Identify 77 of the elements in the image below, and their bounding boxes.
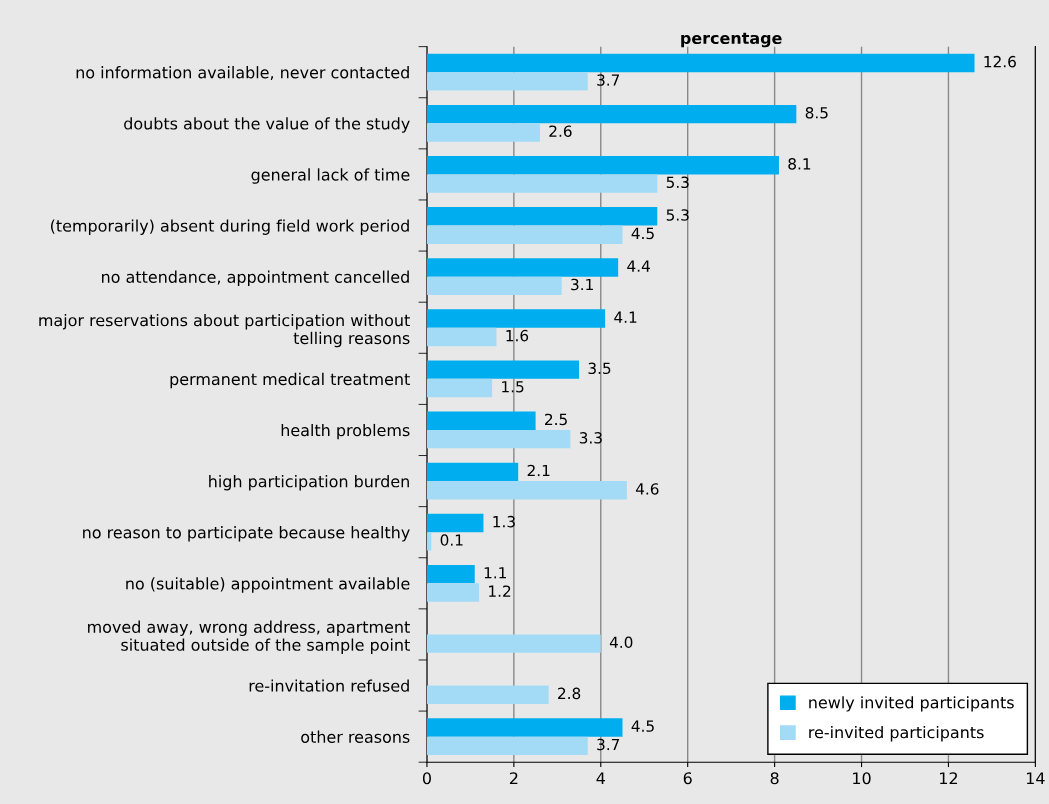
bar xyxy=(426,429,571,449)
bar xyxy=(426,481,627,500)
y-tick-label: high participation burden xyxy=(209,475,409,491)
data-label: 4.0 xyxy=(609,636,633,649)
data-label: 5.3 xyxy=(666,176,689,189)
data-label: 3.3 xyxy=(579,432,602,444)
y-tick-label: major reservations about participation without telling reasons xyxy=(39,313,410,348)
x-tick-label: 8 xyxy=(770,772,779,785)
data-label: 2.6 xyxy=(549,125,572,137)
data-label: 2.8 xyxy=(558,687,581,700)
x-tick-label: 6 xyxy=(683,772,692,785)
y-tick-label: no reason to participate because healthy xyxy=(83,526,410,542)
x-tick-label: 4 xyxy=(596,772,605,785)
x-tick-label: 14 xyxy=(1026,772,1045,785)
y-tick-label: no attendance, appointment cancelled xyxy=(102,270,409,287)
bar xyxy=(426,156,779,175)
data-label: 1.6 xyxy=(506,329,529,342)
data-label: 4.4 xyxy=(627,260,650,272)
data-label: 4.1 xyxy=(614,311,637,323)
bar xyxy=(426,736,588,756)
y-tick-label: re-invitation refused xyxy=(249,679,409,692)
bar xyxy=(426,462,519,482)
legend-label: re-invited participants xyxy=(809,725,984,742)
bar xyxy=(426,72,588,91)
bar xyxy=(426,53,975,73)
data-label: 4.6 xyxy=(635,483,659,495)
bar xyxy=(426,411,536,430)
data-label: 0.1 xyxy=(440,534,463,546)
y-tick-label: no information available, never contacted xyxy=(76,66,409,81)
y-tick-label: permanent medical treatment xyxy=(170,372,410,389)
y-tick-label: no (suitable) appointment available xyxy=(126,577,410,593)
data-label: 4.5 xyxy=(631,720,654,732)
bar xyxy=(426,174,658,193)
bar xyxy=(426,207,658,226)
bar xyxy=(426,634,601,653)
data-label: 4.5 xyxy=(631,227,654,240)
bar xyxy=(426,276,562,296)
x-axis-title: percentage xyxy=(681,32,782,48)
data-label: 3.5 xyxy=(588,362,611,375)
bar xyxy=(426,564,475,584)
bar xyxy=(426,360,580,379)
x-tick-label: 2 xyxy=(509,772,518,785)
data-label: 1.3 xyxy=(493,515,515,528)
data-label: 1.2 xyxy=(489,585,511,597)
bar xyxy=(426,513,484,533)
data-label: 8.5 xyxy=(805,106,828,119)
bar xyxy=(426,583,480,602)
bar xyxy=(426,123,540,142)
bar xyxy=(426,104,797,124)
y-tick-label: other reasons xyxy=(301,730,410,743)
x-tick-label: 0 xyxy=(422,772,431,785)
data-label: 12.6 xyxy=(984,55,1016,68)
data-label: 1.1 xyxy=(484,567,506,579)
x-tick-label: 12 xyxy=(940,772,958,785)
bar xyxy=(426,327,497,347)
legend-label: newly invited participants xyxy=(809,696,1014,712)
bar xyxy=(426,378,493,398)
x-tick-label: 10 xyxy=(853,772,871,785)
bar xyxy=(426,225,623,244)
bar xyxy=(426,532,432,551)
y-tick-label: (temporarily) absent during field work period xyxy=(51,219,409,235)
y-tick-label: general lack of time xyxy=(251,168,410,184)
data-label: 2.5 xyxy=(545,413,567,426)
data-label: 3.7 xyxy=(597,74,620,86)
data-label: 3.1 xyxy=(571,278,593,291)
bar xyxy=(426,309,606,328)
data-label: 3.7 xyxy=(597,738,620,751)
data-label: 1.5 xyxy=(502,381,524,393)
y-tick-label: health problems xyxy=(281,423,410,440)
bar xyxy=(426,258,619,277)
data-label: 8.1 xyxy=(788,158,811,170)
y-tick-label: doubts about the value of the study xyxy=(124,117,410,133)
bar xyxy=(426,718,623,737)
data-label: 2.1 xyxy=(527,464,550,477)
y-tick-label: moved away, wrong address, apartment situated outside of the sample point xyxy=(88,620,410,654)
bar xyxy=(426,685,549,704)
data-label: 5.3 xyxy=(666,209,689,221)
